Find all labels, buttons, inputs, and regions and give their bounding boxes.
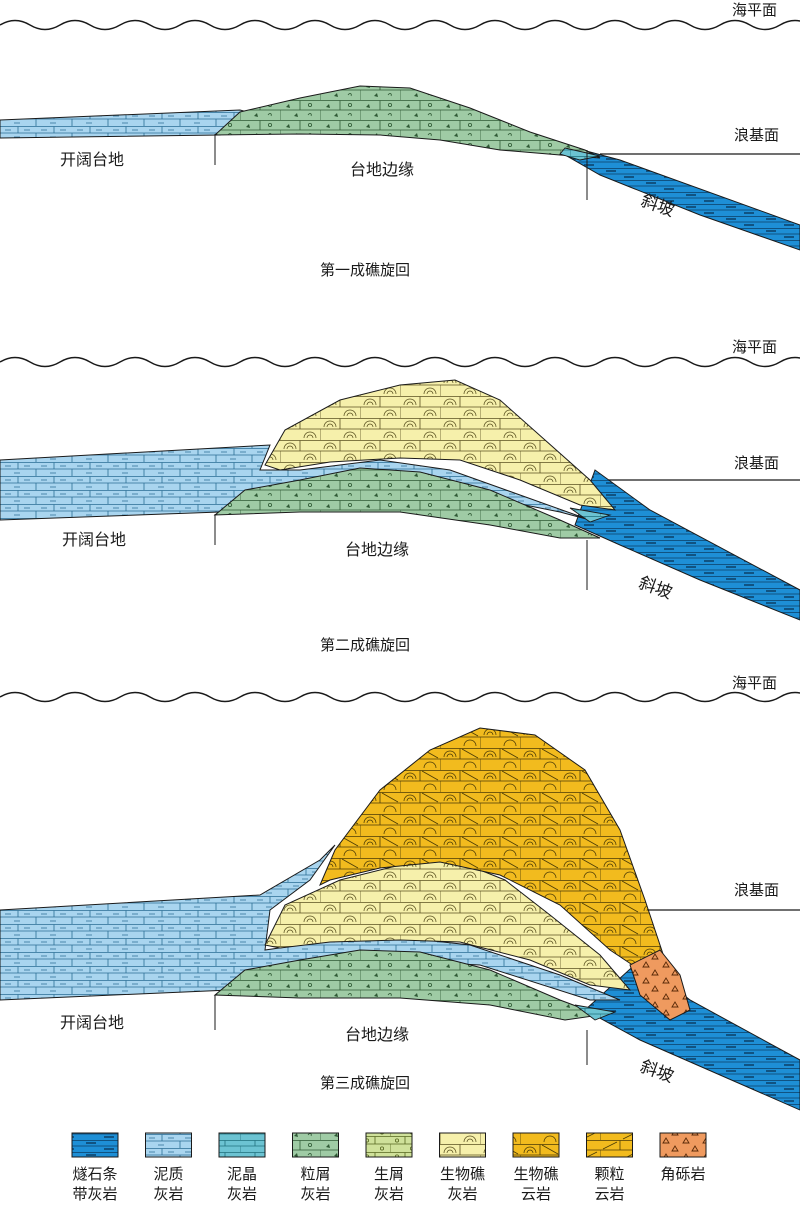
slope-label: 斜坡 — [637, 1057, 676, 1087]
wave-base-label: 浪基面 — [734, 881, 779, 899]
reef-limestone-mound — [264, 379, 617, 511]
legend-label-line2: 灰岩 — [300, 1185, 330, 1203]
open-platform-label: 开阔台地 — [62, 530, 126, 549]
panel-2-title: 第二成礁旋回 — [320, 636, 410, 654]
boundary-tick — [214, 514, 588, 590]
panel-1: 海平面 浪基面 开阔台地 台地边缘 斜坡 第一成礁旋回 — [0, 1, 800, 279]
grain-limestone-mound — [213, 467, 601, 539]
reef-dolomite-mound — [319, 727, 666, 971]
panel-1-title: 第一成礁旋回 — [320, 261, 410, 279]
legend-swatch — [218, 1132, 266, 1158]
breccia-wedge — [629, 949, 691, 1021]
open-platform-label: 开阔台地 — [60, 150, 124, 169]
legend-label-line1: 生屑 — [374, 1165, 404, 1183]
micrite-sliver — [569, 507, 612, 523]
sea-level-label: 海平面 — [732, 338, 777, 356]
legend-swatch — [586, 1132, 633, 1158]
boundary-tick — [214, 995, 588, 1065]
panel-3: 海平面 浪基面 开阔台地 台地边缘 斜坡 第三成礁旋回 — [0, 674, 800, 1111]
legend-label-line1: 泥质 — [153, 1165, 183, 1183]
sea-level-line — [0, 691, 800, 703]
sea-level-label: 海平面 — [732, 674, 777, 692]
micrite-sliver — [559, 147, 601, 161]
panel-3-title: 第三成礁旋回 — [320, 1074, 410, 1092]
open-platform-label: 开阔台地 — [60, 1013, 124, 1032]
sea-level-line — [0, 356, 800, 368]
legend-swatch — [292, 1132, 339, 1158]
platform-margin-label: 台地边缘 — [345, 1025, 409, 1044]
legend-label-line2: 灰岩 — [153, 1185, 183, 1203]
legend-label-line2: 带灰岩 — [72, 1185, 117, 1203]
legend-swatch — [659, 1132, 707, 1158]
legend-label-line1: 粒屑 — [300, 1165, 330, 1183]
wave-base-label: 浪基面 — [734, 126, 779, 144]
legend-label-line2: 灰岩 — [374, 1185, 404, 1203]
legend-swatch — [439, 1132, 486, 1158]
legend-swatch — [71, 1132, 119, 1158]
legend-label-line1: 角砾岩 — [660, 1165, 705, 1183]
wave-base-label: 浪基面 — [734, 454, 779, 472]
legend-label-line2: 云岩 — [521, 1185, 551, 1203]
chert-slope-unit — [558, 147, 800, 251]
reef-limestone-mound — [264, 859, 632, 991]
legend-label-line2: 云岩 — [594, 1185, 624, 1203]
platform-margin-label: 台地边缘 — [350, 160, 414, 179]
sea-level-line — [0, 19, 800, 31]
legend-label-line2: 灰岩 — [227, 1185, 257, 1203]
boundary-tick — [214, 134, 588, 200]
grain-limestone-mound — [213, 949, 601, 1021]
legend-label-line1: 泥晶 — [227, 1165, 257, 1183]
legend-swatch — [512, 1132, 560, 1158]
sea-level-label: 海平面 — [732, 1, 777, 19]
legend-label-line1: 生物礁 — [513, 1165, 558, 1183]
platform-margin-label: 台地边缘 — [345, 540, 409, 559]
micrite-sliver — [574, 1004, 617, 1021]
chert-slope-unit — [574, 469, 800, 621]
legend-swatch — [365, 1132, 413, 1158]
panel-2: 海平面 浪基面 开阔台地 台地边缘 斜坡 第二成礁旋回 — [0, 338, 800, 654]
legend-label-line2: 灰岩 — [447, 1185, 477, 1203]
legend-label-line1: 颗粒 — [594, 1165, 624, 1183]
legend-swatch — [145, 1132, 192, 1158]
grain-limestone-mound — [213, 85, 601, 159]
legend-label-line1: 生物礁 — [440, 1165, 485, 1183]
legend-label-line1: 燧石条 — [72, 1165, 117, 1183]
legend-item: 角砾岩 — [659, 1132, 707, 1183]
slope-label: 斜坡 — [636, 573, 675, 603]
